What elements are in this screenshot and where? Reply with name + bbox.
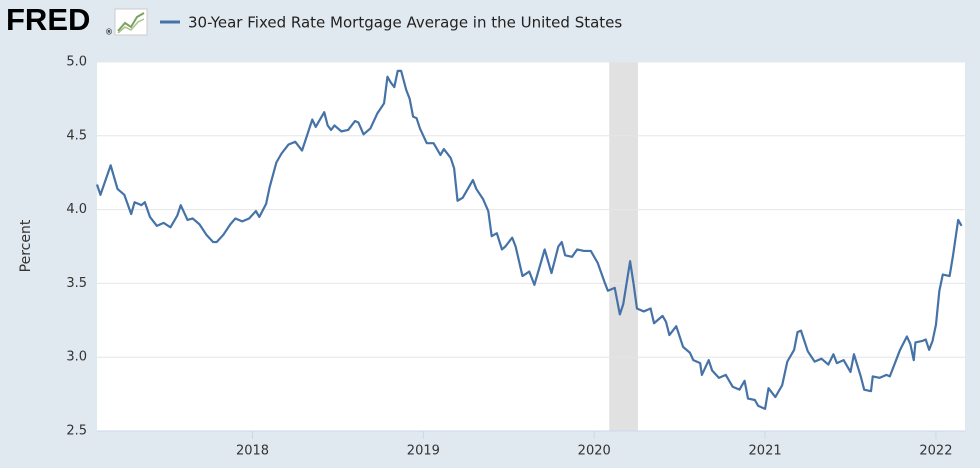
y-tick-label: 4.5 <box>66 128 87 143</box>
logo-mark: ® <box>105 28 113 37</box>
y-tick-label: 3.0 <box>66 350 87 365</box>
x-tick-label: 2021 <box>749 444 782 459</box>
plot-area <box>97 62 965 431</box>
logo: FRED <box>6 2 90 37</box>
y-axis-label: Percent <box>18 219 34 272</box>
logo-icon <box>114 8 148 36</box>
y-tick-label: 5.0 <box>66 55 87 70</box>
x-tick-label: 2018 <box>236 444 269 459</box>
recession-band <box>609 62 638 431</box>
x-tick-label: 2022 <box>919 444 952 459</box>
y-tick-label: 4.0 <box>66 202 87 217</box>
x-tick-label: 2020 <box>578 444 611 459</box>
y-tick-label: 3.5 <box>66 276 87 291</box>
x-tick-label: 2019 <box>407 444 440 459</box>
y-tick-label: 2.5 <box>66 424 87 439</box>
legend-label: 30-Year Fixed Rate Mortgage Average in t… <box>188 14 622 32</box>
series-line <box>95 69 963 410</box>
